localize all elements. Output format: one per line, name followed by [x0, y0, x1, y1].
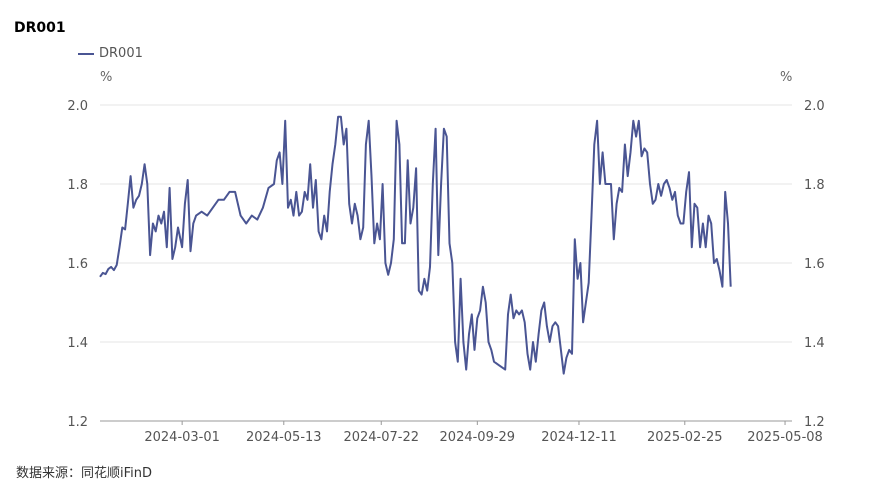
x-tick-label: 2025-05-08 [747, 430, 823, 445]
x-tick-label: 2024-07-22 [343, 430, 419, 445]
x-tick-label: 2024-05-13 [246, 430, 322, 445]
data-source-note: 数据来源：同花顺iFinD [16, 466, 153, 481]
legend-swatch [78, 52, 94, 55]
y-tick-label-right: 1.6 [804, 257, 825, 272]
chart-title: DR001 [14, 20, 66, 36]
y-tick-label-right: 1.4 [804, 336, 825, 351]
left-axis-unit: % [100, 70, 113, 85]
right-axis-unit: % [780, 70, 793, 85]
y-tick-label-right: 1.2 [804, 415, 825, 430]
legend-label: DR001 [99, 46, 143, 61]
x-tick-label: 2025-02-25 [647, 430, 723, 445]
grid-lines [100, 104, 792, 422]
x-axis: 2024-03-01 2024-05-13 2024-07-22 2024-09-29… [144, 421, 823, 445]
series-group [99, 115, 732, 375]
y-tick-label-right: 1.8 [804, 178, 825, 193]
x-tick-label: 2024-12-11 [541, 430, 617, 445]
x-tick-label: 2024-09-29 [440, 430, 516, 445]
y-tick-label-right: 2.0 [804, 99, 825, 114]
y-tick-label-left: 1.2 [67, 415, 88, 430]
y-tick-label-left: 1.6 [67, 257, 88, 272]
legend[interactable]: DR001 [78, 46, 143, 61]
right-y-axis: 1.2 1.4 1.6 1.8 2.0 [804, 99, 825, 430]
y-tick-label-left: 1.4 [67, 336, 88, 351]
series-line-dr001 [99, 115, 732, 375]
x-tick-label: 2024-03-01 [144, 430, 220, 445]
y-tick-label-left: 1.8 [67, 178, 88, 193]
left-y-axis: 1.2 1.4 1.6 1.8 2.0 [67, 99, 88, 430]
y-tick-label-left: 2.0 [67, 99, 88, 114]
